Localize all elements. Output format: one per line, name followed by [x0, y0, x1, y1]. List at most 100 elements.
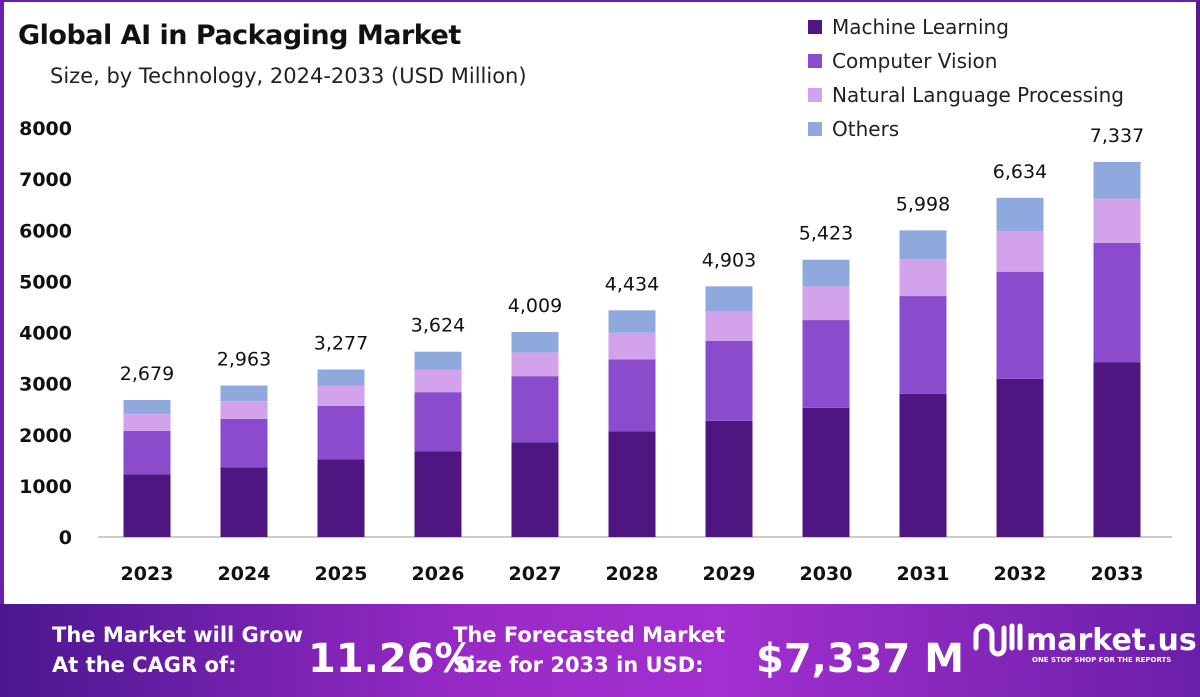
- chart-title: Global AI in Packaging Market: [18, 20, 461, 51]
- total-data-label: 2,963: [217, 349, 271, 371]
- bar-segment-computer-vision: [899, 296, 947, 394]
- legend-item-nlp: Natural Language Processing: [808, 78, 1124, 112]
- bar-segment-computer-vision: [511, 376, 559, 443]
- x-tick-label: 2032: [994, 563, 1047, 585]
- cagr-value: 11.26%: [308, 636, 475, 682]
- legend-item-others: Others: [808, 112, 1124, 146]
- x-tick-label: 2026: [412, 563, 465, 585]
- total-data-label: 6,634: [993, 161, 1047, 183]
- bar-segment-machine-learning: [123, 474, 171, 537]
- bar-segment-machine-learning: [414, 451, 462, 537]
- total-data-label: 5,423: [799, 223, 853, 245]
- forecast-text-line1: The Forecasted Market: [453, 623, 726, 647]
- legend-item-computer-vision: Computer Vision: [808, 44, 1124, 78]
- bar-segment-others: [1093, 161, 1141, 199]
- bar-segment-others: [123, 400, 171, 414]
- x-tick-label: 2025: [315, 563, 368, 585]
- bar-segment-machine-learning: [220, 467, 268, 537]
- total-data-label: 5,998: [896, 193, 950, 215]
- bar-segment-natural-language-processing: [123, 413, 171, 431]
- total-data-label: 4,434: [605, 273, 659, 295]
- bar-segment-computer-vision: [705, 340, 753, 421]
- total-data-label: 4,903: [702, 249, 756, 271]
- chart-subtitle: Size, by Technology, 2024-2033 (USD Mill…: [50, 64, 527, 88]
- y-tick-label: 5000: [19, 271, 72, 293]
- bar-segment-natural-language-processing: [608, 332, 656, 360]
- bar-segment-machine-learning: [705, 420, 753, 537]
- legend-label: Natural Language Processing: [832, 83, 1124, 107]
- legend-label: Computer Vision: [832, 49, 998, 73]
- y-tick-label: 7000: [19, 169, 72, 191]
- summary-banner: The Market will Grow At the CAGR of: 11.…: [0, 604, 1200, 697]
- x-tick-label: 2031: [897, 563, 950, 585]
- bar-segment-others: [899, 230, 947, 260]
- legend-swatch: [808, 20, 822, 34]
- y-tick-label: 2000: [19, 425, 72, 447]
- bar-segment-computer-vision: [996, 271, 1044, 379]
- legend-swatch: [808, 88, 822, 102]
- cagr-text-line2: At the CAGR of:: [52, 653, 237, 677]
- bar-segment-machine-learning: [608, 431, 656, 537]
- y-tick-label: 8000: [19, 118, 72, 140]
- total-data-label: 7,337: [1090, 125, 1144, 147]
- total-data-label: 4,009: [508, 295, 562, 317]
- legend: Machine Learning Computer Vision Natural…: [808, 10, 1124, 146]
- forecast-value: $7,337 M: [756, 636, 965, 682]
- total-data-label: 3,277: [314, 332, 368, 354]
- legend-swatch: [808, 54, 822, 68]
- bar-segment-computer-vision: [220, 418, 268, 468]
- y-tick-label: 1000: [19, 476, 72, 498]
- y-tick-label: 4000: [19, 323, 72, 345]
- total-data-label: 3,624: [411, 315, 465, 337]
- bar-segment-others: [220, 385, 268, 402]
- bar-segment-natural-language-processing: [705, 311, 753, 341]
- bar-segment-others: [511, 332, 559, 353]
- bar-segment-machine-learning: [1093, 362, 1141, 537]
- cagr-text-line1: The Market will Grow: [52, 623, 303, 647]
- bar-segment-computer-vision: [123, 430, 171, 475]
- bar-segment-computer-vision: [1093, 242, 1141, 363]
- bar-segment-natural-language-processing: [414, 369, 462, 393]
- bar-segment-machine-learning: [996, 378, 1044, 537]
- x-tick-label: 2030: [800, 563, 853, 585]
- y-tick-label: 0: [59, 527, 72, 549]
- legend-label: Machine Learning: [832, 15, 1009, 39]
- y-tick-label: 6000: [19, 220, 72, 242]
- bar-segment-machine-learning: [317, 459, 365, 537]
- x-tick-label: 2029: [703, 563, 756, 585]
- bar-segment-machine-learning: [899, 393, 947, 537]
- bar-segment-computer-vision: [317, 405, 365, 460]
- bar-segment-computer-vision: [802, 320, 850, 408]
- bar-segment-natural-language-processing: [1093, 198, 1141, 243]
- legend-label: Others: [832, 117, 900, 141]
- logo-name: market.us: [1026, 622, 1197, 658]
- bar-segment-natural-language-processing: [511, 352, 559, 377]
- bar-segment-machine-learning: [802, 407, 850, 537]
- chart-frame: [0, 0, 1200, 604]
- x-tick-label: 2033: [1091, 563, 1144, 585]
- x-tick-label: 2023: [121, 563, 174, 585]
- forecast-text: The Forecasted Market Size for 2033 in U…: [453, 620, 725, 680]
- bar-segment-others: [414, 351, 462, 370]
- logo-icon: [973, 623, 1023, 657]
- bar-segment-others: [996, 197, 1044, 231]
- bar-segment-computer-vision: [414, 392, 462, 452]
- market-us-logo: market.us ONE STOP SHOP FOR THE REPORTS: [970, 618, 1197, 664]
- bar-segment-natural-language-processing: [899, 259, 947, 297]
- bar-segment-natural-language-processing: [802, 286, 850, 321]
- x-tick-label: 2028: [606, 563, 659, 585]
- bar-segment-others: [705, 286, 753, 312]
- bar-segment-others: [317, 369, 365, 386]
- stacked-bar-chart: 0 1000 2000 3000 4000 5000 6000 7000 8000 2,679 20…: [19, 118, 1172, 585]
- bar-segment-machine-learning: [511, 442, 559, 537]
- x-tick-label: 2024: [218, 563, 271, 585]
- legend-swatch: [808, 122, 822, 136]
- bar-segment-computer-vision: [608, 359, 656, 432]
- bar-segment-others: [608, 310, 656, 333]
- x-tick-label: 2027: [509, 563, 562, 585]
- logo-tagline: ONE STOP SHOP FOR THE REPORTS: [1032, 656, 1172, 664]
- bar-segment-natural-language-processing: [220, 401, 268, 419]
- y-tick-label: 3000: [19, 374, 72, 396]
- total-data-label: 2,679: [120, 363, 174, 385]
- cagr-text: The Market will Grow At the CAGR of:: [52, 620, 303, 680]
